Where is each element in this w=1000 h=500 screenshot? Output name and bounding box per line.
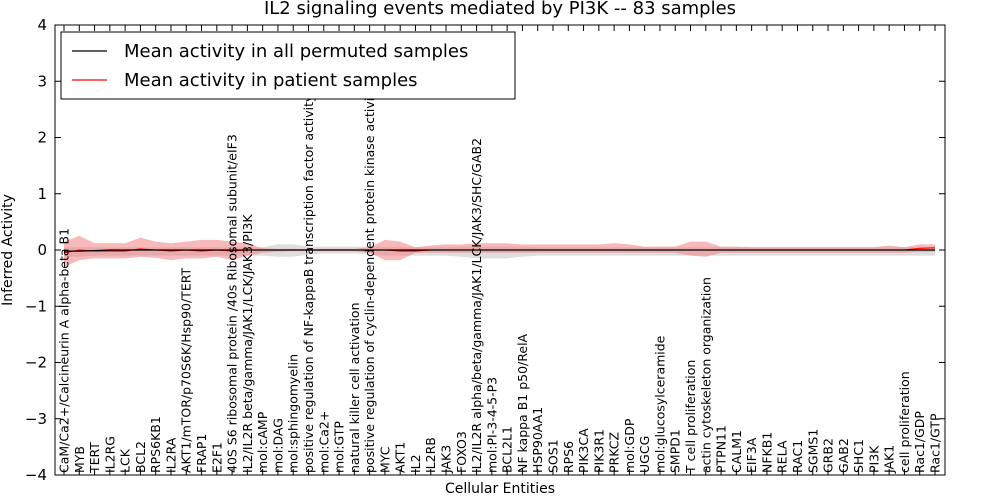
x-tick-label: positive regulation of cyclin-dependent …	[362, 85, 377, 473]
y-tick-label: −3	[25, 410, 47, 428]
x-tick-label: Rac1/GDP	[912, 411, 927, 473]
x-tick-label: RELA	[775, 440, 790, 473]
x-tick-label: CaM/Ca2+/Calcineurin A alpha-beta B1	[57, 228, 72, 473]
x-tick-label: RPS6KB1	[148, 416, 163, 473]
y-tick-label: −4	[25, 466, 47, 484]
y-axis-label: Inferred Activity	[0, 194, 16, 306]
x-tick-label: mol:DAG	[270, 418, 285, 473]
x-tick-label: JAK3	[439, 445, 454, 474]
x-tick-label: RPS6	[561, 441, 576, 473]
legend-label-patient: Mean activity in patient samples	[124, 70, 418, 91]
x-tick-label: MYB	[72, 446, 87, 473]
y-tick-label: 1	[37, 185, 47, 203]
x-tick-label: mol:Ca2+	[316, 411, 331, 473]
x-tick-label: SHC1	[851, 439, 866, 473]
x-tick-label: FRAP1	[194, 434, 209, 473]
x-tick-label: PTPN11	[714, 425, 729, 473]
y-tick-label: 4	[37, 16, 47, 34]
x-tick-label: IL2RB	[423, 437, 438, 473]
x-tick-label: MYC	[377, 446, 392, 473]
x-tick-label: PIK3R1	[591, 429, 606, 473]
x-tick-label: mol:cAMP	[255, 411, 270, 473]
x-tick-label: LCK	[118, 448, 133, 473]
x-tick-label: GAB2	[836, 438, 851, 473]
plot-frame	[54, 24, 946, 476]
x-tick-label: SGMS1	[805, 429, 820, 473]
x-tick-label: GRB2	[821, 438, 836, 473]
x-tick-label: IL2/IL2R beta/gamma/JAK1/LCK/JAK3/PI3K	[240, 214, 255, 473]
x-tick-label: IL2RA	[164, 437, 179, 473]
x-tick-label: JAK1	[882, 445, 897, 474]
x-tick-label: IL2/IL2R alpha/beta/gamma/JAK1/LCK/JAK3/…	[469, 138, 484, 473]
x-tick-label: NFKB1	[759, 432, 774, 473]
series-lines	[63, 247, 936, 254]
x-tick-label: FOXO3	[454, 431, 469, 473]
x-tick-label: UGCG	[637, 436, 652, 473]
x-tick-label: RAC1	[790, 440, 805, 473]
x-tick-label: IL2RG	[102, 436, 117, 473]
legend-label-permuted: Mean activity in all permuted samples	[124, 41, 468, 62]
y-tick-label: 0	[37, 241, 47, 259]
x-tick-label: mol:GTP	[332, 421, 347, 473]
x-tick-label: CALM1	[729, 430, 744, 473]
x-tick-label: Rac1/GTP	[928, 413, 943, 473]
x-tick-label: 40S S6 ribosomal protein /40s Ribosomal …	[225, 134, 240, 473]
x-tick-labels: CaM/Ca2+/Calcineurin A alpha-beta B1 MYB T…	[57, 85, 943, 474]
x-tick-label: actin cytoskeleton organization	[698, 277, 713, 473]
chart-title: IL2 signaling events mediated by PI3K --…	[264, 0, 736, 19]
x-tick-label: AKT1	[393, 442, 408, 473]
x-tick-label: mol:glucosylceramide	[652, 335, 667, 473]
x-tick-label: PRKCZ	[607, 432, 622, 473]
confidence-bands	[64, 235, 935, 267]
x-tick-label: IL2	[408, 454, 423, 473]
x-tick-label: BCL2	[133, 441, 148, 473]
x-tick-label: natural killer cell activation	[347, 302, 362, 473]
line-permuted	[64, 249, 935, 252]
x-tick-label: mol:sphingomyelin	[286, 354, 301, 473]
x-tick-label: cell proliferation	[897, 371, 912, 473]
y-tick-label: −1	[25, 297, 47, 315]
y-tick-label: −2	[25, 354, 47, 372]
x-tick-label: AKT1/mTOR/p70S6K/Hsp90/TERT	[179, 267, 194, 473]
legend: Mean activity in all permuted samples Me…	[60, 31, 516, 100]
x-tick-label: EIF3A	[744, 437, 759, 473]
x-tick-label: mol:GDP	[622, 418, 637, 473]
y-tick-label: 3	[37, 72, 47, 90]
x-tick-label: positive regulation of NF-kappaB transcr…	[301, 94, 316, 473]
axis-ticks: −4 −3 −2 −1 0 1 2 3 4	[25, 16, 945, 484]
x-tick-label: SMPD1	[668, 429, 683, 473]
x-axis-label: Cellular Entities	[445, 481, 555, 497]
x-tick-label: mol:PI-3-4-5-P3	[484, 377, 499, 473]
x-tick-label: E2F1	[209, 442, 224, 473]
x-tick-label: SOS1	[546, 439, 561, 473]
legend-box	[60, 31, 516, 100]
x-tick-label: T cell proliferation	[683, 360, 698, 474]
band-patient	[64, 235, 935, 267]
x-tick-label: NF kappa B1 p50/RelA	[515, 333, 530, 473]
y-tick-label: 2	[37, 129, 47, 147]
x-tick-label: BCL2L1	[500, 426, 515, 473]
x-tick-label: TERT	[87, 442, 102, 474]
x-tick-label: PIK3CA	[576, 428, 591, 473]
x-tick-label: PI3K	[866, 445, 881, 473]
x-tick-label: HSP90AA1	[530, 407, 545, 473]
